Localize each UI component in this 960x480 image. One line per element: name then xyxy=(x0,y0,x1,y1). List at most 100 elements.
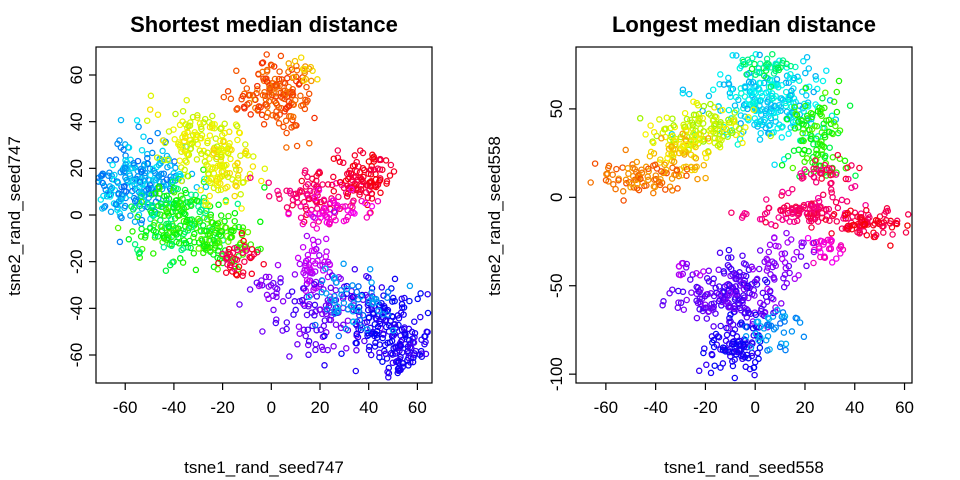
scatter-point xyxy=(372,295,380,303)
scatter-point xyxy=(355,283,362,290)
scatter-point xyxy=(300,326,308,334)
scatter-point xyxy=(726,282,733,289)
scatter-point xyxy=(272,284,279,291)
scatter-point xyxy=(696,306,703,313)
plot-frame xyxy=(575,46,913,384)
scatter-point xyxy=(725,74,732,82)
scatter-point xyxy=(720,81,728,88)
scatter-point xyxy=(310,213,317,221)
scatter-point xyxy=(314,76,321,83)
scatter-point xyxy=(872,231,880,239)
scatter-point xyxy=(783,229,790,237)
scatter-point xyxy=(650,189,657,197)
scatter-point xyxy=(313,225,321,232)
scatter-point xyxy=(318,288,326,296)
scatter-point xyxy=(406,297,413,305)
scatter-point xyxy=(158,203,165,211)
x-tick-label: 40 xyxy=(359,398,378,417)
scatter-point xyxy=(622,146,629,154)
scatter-point xyxy=(787,236,795,243)
scatter-point xyxy=(788,328,796,335)
scatter-point xyxy=(779,59,786,67)
scatter-point xyxy=(739,56,746,64)
scatter-point xyxy=(194,112,201,119)
scatter-point xyxy=(846,102,854,109)
scatter-point xyxy=(317,280,325,288)
scatter-point xyxy=(862,201,869,209)
scatter-point xyxy=(308,247,316,254)
scatter-point xyxy=(311,301,319,309)
scatter-point xyxy=(770,295,777,303)
scatter-point xyxy=(624,164,632,172)
scatter-point xyxy=(330,208,338,215)
scatter-point xyxy=(359,149,367,157)
scatter-point xyxy=(301,169,309,177)
scatter-point xyxy=(752,330,759,337)
scatter-point xyxy=(355,304,363,311)
scatter-point xyxy=(283,204,291,211)
scatter-point xyxy=(671,146,679,153)
scatter-point xyxy=(760,72,768,80)
scatter-point xyxy=(302,257,310,265)
x-tick-label: -40 xyxy=(643,398,668,417)
scatter-point xyxy=(424,290,431,298)
scatter-point xyxy=(715,283,723,290)
scatter-point xyxy=(784,152,792,160)
scatter-point xyxy=(681,151,688,158)
scatter-point xyxy=(181,137,188,145)
scatter-point xyxy=(247,174,254,181)
scatter-point xyxy=(728,254,735,261)
scatter-point xyxy=(400,311,407,318)
scatter-point xyxy=(812,101,819,108)
scatter-point xyxy=(774,108,781,116)
scatter-point xyxy=(212,242,219,249)
scatter-point xyxy=(832,198,840,206)
scatter-point xyxy=(349,318,357,326)
scatter-point xyxy=(819,151,826,158)
scatter-point xyxy=(778,124,785,131)
scatter-point xyxy=(424,309,432,317)
scatter-point xyxy=(753,318,760,326)
scatter-point xyxy=(264,109,272,117)
scatter-point xyxy=(135,250,143,257)
scatter-point xyxy=(219,250,226,258)
scatter-point xyxy=(733,275,740,283)
scatter-point xyxy=(397,338,405,346)
scatter-point xyxy=(738,319,745,326)
scatter-point xyxy=(225,248,232,256)
scatter-point xyxy=(385,328,393,335)
scatter-point xyxy=(209,112,216,120)
scatter-point xyxy=(330,173,337,181)
scatter-point xyxy=(389,327,397,334)
scatter-point xyxy=(99,205,106,212)
scatter-point xyxy=(808,135,815,143)
scatter-point xyxy=(396,367,403,374)
scatter-point xyxy=(687,151,695,158)
scatter-point xyxy=(747,344,755,351)
scatter-point xyxy=(789,185,796,193)
scatter-point xyxy=(731,374,739,382)
scatter-point xyxy=(863,207,870,214)
scatter-point xyxy=(679,89,687,97)
scatter-point xyxy=(218,124,225,131)
scatter-point xyxy=(267,61,275,69)
scatter-point xyxy=(316,169,324,177)
scatter-point xyxy=(172,164,179,172)
scatter-point xyxy=(222,224,230,231)
scatter-point xyxy=(803,53,811,61)
scatter-point xyxy=(861,217,869,225)
scatter-point xyxy=(309,221,317,229)
scatter-point xyxy=(239,269,247,276)
scatter-point xyxy=(743,284,751,292)
scatter-point xyxy=(800,201,808,209)
scatter-point xyxy=(697,125,704,132)
scatter-point xyxy=(305,90,313,98)
scatter-point xyxy=(218,161,225,168)
scatter-point xyxy=(369,300,377,307)
scatter-point xyxy=(221,120,228,128)
scatter-point xyxy=(220,138,227,146)
scatter-point xyxy=(188,191,195,198)
scatter-point xyxy=(121,164,129,172)
scatter-point xyxy=(200,166,207,173)
scatter-point xyxy=(382,157,390,164)
